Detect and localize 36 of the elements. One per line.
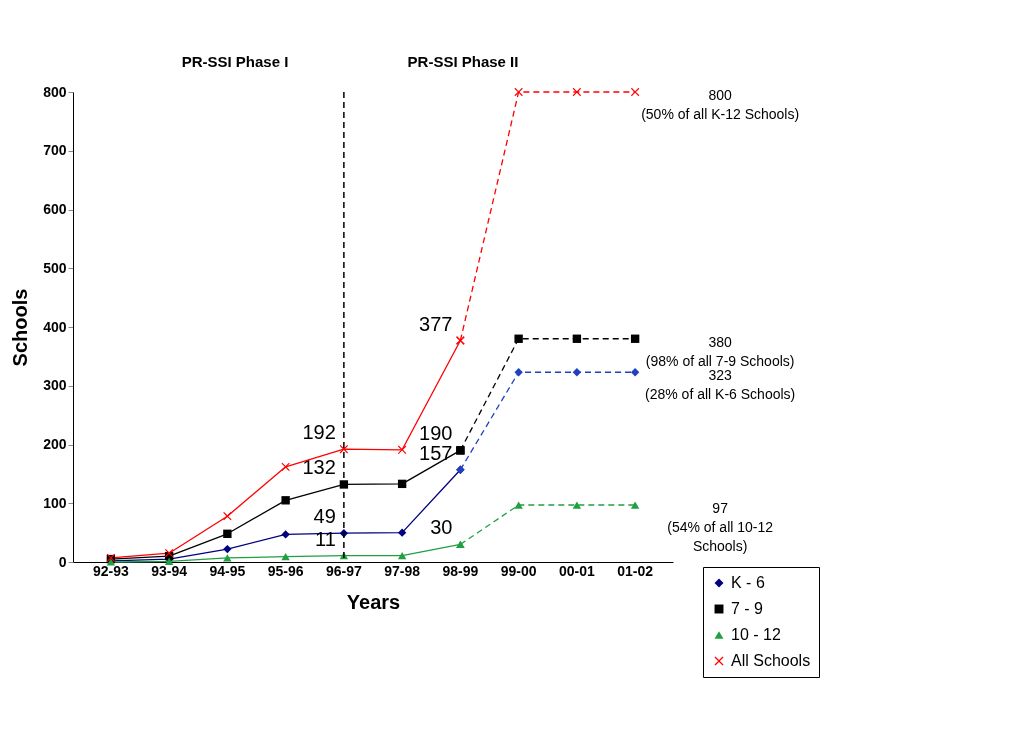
- x-tick-label: 93-94: [151, 562, 188, 579]
- x-tick-label: 94-95: [209, 562, 246, 579]
- x-tick-label: 92-93: [92, 562, 129, 579]
- data-label: 377: [419, 312, 453, 335]
- y-tick-label: 200: [43, 436, 67, 452]
- text: PR-SSI Phase I: [181, 53, 289, 70]
- annotation: 97 (54% of all 10-12 Schools): [667, 500, 774, 555]
- annotation: 380 (98% of all 7-9 Schools): [645, 333, 795, 369]
- legend-label: K - 6: [731, 574, 765, 591]
- x-axis-title: Years: [346, 590, 401, 613]
- data-label: 192: [302, 421, 336, 444]
- data-label: 30: [430, 516, 453, 539]
- data-label: 132: [302, 456, 336, 479]
- x-tick-label: 01-02: [617, 562, 654, 579]
- legend-label: 10 - 12: [731, 626, 781, 643]
- y-tick-label: 400: [43, 318, 67, 335]
- x-tick-label: 96-97: [325, 562, 362, 579]
- legend-label: 7 - 9: [731, 600, 764, 617]
- x-tick-label: 95-96: [267, 562, 304, 579]
- x-tick-label: 97-98: [384, 562, 421, 579]
- y-axis-title: Schools: [9, 288, 32, 367]
- x-tick-label: 00-01: [558, 562, 595, 579]
- annotation: 800 (50% of all K-12 Schools): [641, 87, 800, 122]
- x-tick-label: 99-00: [500, 562, 537, 579]
- text: PR-SSI Phase II: [407, 53, 519, 70]
- x-tick-label: 98-99: [442, 562, 479, 579]
- y-tick-label: 600: [43, 201, 67, 217]
- y-tick-label: 100: [43, 494, 67, 511]
- y-tick-label: 300: [43, 377, 67, 394]
- y-tick-label: 800: [43, 83, 67, 100]
- legend-label: All Schools: [731, 652, 811, 669]
- data-label: 11: [315, 527, 336, 550]
- y-tick-label: 700: [43, 142, 67, 159]
- data-label: 49: [313, 505, 336, 528]
- y-tick-label: 0: [58, 553, 67, 570]
- y-tick-label: 500: [43, 259, 67, 276]
